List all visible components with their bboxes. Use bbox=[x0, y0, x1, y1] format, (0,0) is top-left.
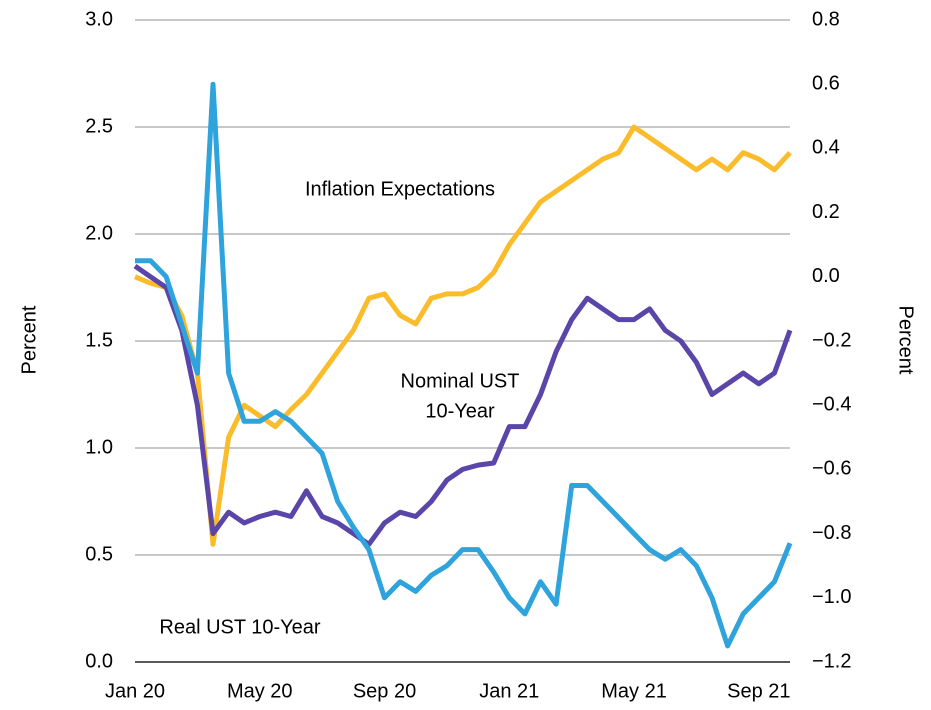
y-tick-label: 1.5 bbox=[85, 329, 113, 351]
y2-tick-label: −1.2 bbox=[812, 650, 851, 672]
y-tick-label: 0.5 bbox=[85, 543, 113, 565]
x-tick-label: Jan 20 bbox=[105, 680, 165, 702]
y2-tick-label: −0.6 bbox=[812, 458, 851, 480]
series-line bbox=[135, 81, 793, 649]
y2-tick-label: 0.0 bbox=[812, 265, 840, 287]
x-tick-label: May 20 bbox=[227, 680, 293, 702]
series-line bbox=[134, 124, 792, 547]
annotation: Nominal UST bbox=[401, 370, 520, 392]
y-tick-label: 0.0 bbox=[85, 650, 113, 672]
y2-tick-label: −0.2 bbox=[812, 329, 851, 351]
y2-tick-label: 0.6 bbox=[812, 72, 840, 94]
x-tick-label: Sep 20 bbox=[353, 680, 416, 702]
annotation: Real UST 10-Year bbox=[159, 616, 321, 638]
y2-tick-label: 0.2 bbox=[812, 201, 840, 223]
y2-tick-label: −0.4 bbox=[812, 393, 851, 415]
y2-axis-title: Percent bbox=[895, 306, 917, 375]
annotation: Inflation Expectations bbox=[305, 178, 495, 200]
x-tick-label: May 21 bbox=[601, 680, 667, 702]
y-tick-label: 2.5 bbox=[85, 115, 113, 137]
annotation: 10-Year bbox=[425, 400, 495, 422]
y-axis-title: Percent bbox=[18, 305, 40, 374]
x-tick-label: Sep 21 bbox=[727, 680, 790, 702]
y-tick-label: 2.0 bbox=[85, 222, 113, 244]
x-tick-label: Jan 21 bbox=[479, 680, 539, 702]
series-line bbox=[133, 264, 793, 547]
y2-tick-label: −0.8 bbox=[812, 522, 851, 544]
y-tick-label: 1.0 bbox=[85, 436, 113, 458]
y2-tick-label: −1.0 bbox=[812, 586, 851, 608]
y2-tick-label: 0.8 bbox=[812, 8, 840, 30]
y-tick-label: 3.0 bbox=[85, 8, 113, 30]
y2-tick-label: 0.4 bbox=[812, 137, 840, 159]
